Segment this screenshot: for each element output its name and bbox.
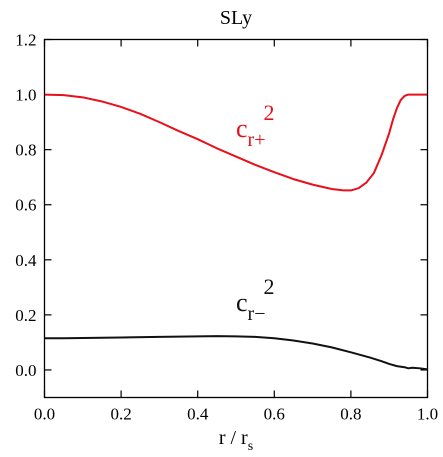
x-tick-label: 0.8 (340, 405, 361, 424)
plot-frame (43, 38, 429, 399)
y-tick-label: 0.4 (15, 251, 37, 270)
series-label-lower-sup: 2 (264, 274, 275, 299)
y-tick-label: 0.0 (15, 361, 36, 380)
series-label-lower-sub: r− (248, 303, 266, 325)
x-tick-labels: 0.0 0.2 0.4 0.6 0.8 1.0 (34, 405, 438, 424)
y-ticks (44, 38, 428, 371)
y-tick-label: 1.0 (15, 86, 36, 105)
x-axis-label-main: r / r (219, 427, 248, 449)
y-tick-labels: 0.0 0.2 0.4 0.6 0.8 1.0 1.2 (15, 31, 37, 380)
x-tick-label: 0.0 (34, 405, 55, 424)
series-lines (44, 93, 428, 371)
x-tick-label: 0.6 (264, 405, 285, 424)
series-line-upper (44, 93, 428, 192)
series-label-upper: cr+ 2 (236, 100, 275, 151)
x-axis-label: r / rs (219, 427, 253, 454)
x-tick-label: 1.0 (417, 405, 438, 424)
chart-title: SLy (220, 7, 252, 29)
series-label-lower: cr− 2 (236, 274, 275, 325)
y-tick-label: 0.8 (15, 141, 36, 160)
series-label-upper-sub: r+ (248, 129, 266, 151)
series-label-upper-sup: 2 (264, 100, 275, 125)
x-tick-label: 0.2 (110, 405, 131, 424)
series-label-upper-base: c (236, 114, 248, 143)
y-tick-label: 0.2 (15, 306, 36, 325)
series-line-lower (44, 335, 428, 371)
series-label-lower-base: c (236, 288, 248, 317)
y-tick-label: 0.6 (15, 196, 36, 215)
y-tick-label: 1.2 (15, 31, 36, 50)
x-ticks (43, 39, 429, 398)
x-axis-label-sub: s (248, 439, 253, 454)
x-tick-label: 0.4 (187, 405, 209, 424)
